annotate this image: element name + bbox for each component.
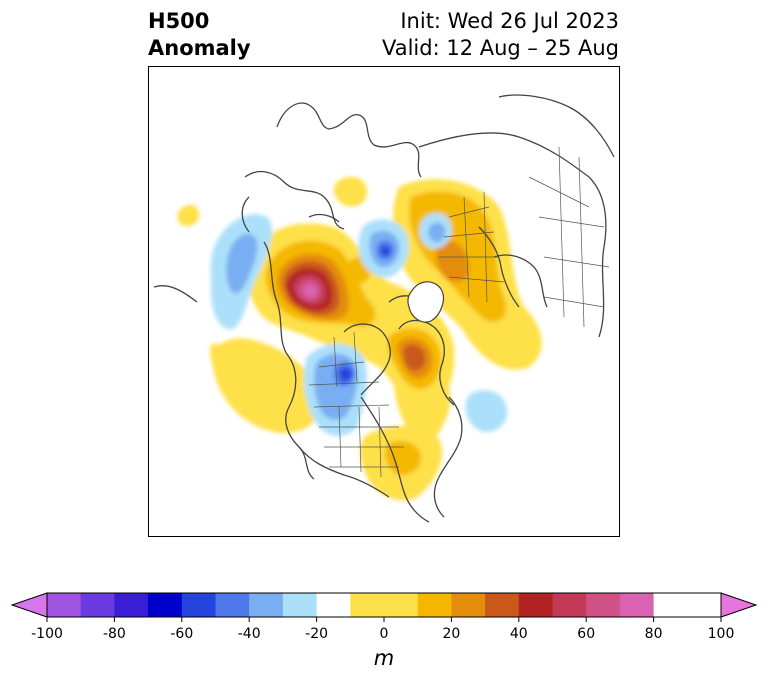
colorbar-tick-label: -20 (305, 626, 328, 642)
colorbar: -100 -80 -60 -40 -20 0 20 40 60 80 100 (10, 592, 758, 642)
borders-layer (308, 146, 610, 478)
positive-anomaly-alaska-90 (304, 284, 317, 298)
anomaly-map (153, 94, 615, 523)
forecast-info: Init: Wed 26 Jul 2023 Valid: 12 Aug – 25… (382, 8, 619, 62)
colorbar-segment (518, 593, 553, 617)
colorbar-segment (653, 593, 688, 617)
colorbar-segment (687, 593, 722, 617)
negative-anomaly-western-canada-core (339, 367, 352, 382)
positive-anomaly-arctic-small (333, 176, 367, 207)
colorbar-segment (80, 593, 115, 617)
positive-anomaly-pacific-small (177, 204, 200, 227)
negative-anomaly-siberia-core (428, 222, 446, 243)
colorbar-ticks: -100 -80 -60 -40 -20 0 20 40 60 80 100 (31, 617, 734, 642)
colorbar-segment (148, 593, 183, 617)
colorbar-segment (485, 593, 520, 617)
negative-anomaly-gulf-alaska-core (226, 233, 258, 294)
colorbar-unit-label: m (373, 646, 395, 670)
colorbar-tick-label: 60 (577, 626, 595, 642)
colorbar-tick-label: -80 (103, 626, 126, 642)
colorbar-segment (316, 593, 351, 617)
colorbar-segment (417, 593, 452, 617)
colorbar-segment (350, 593, 419, 617)
chart-title: H500 Anomaly (148, 8, 251, 62)
colorbar-segment (282, 593, 318, 617)
colorbar-under-arrow (10, 592, 48, 618)
negative-anomaly-north-atlantic (465, 390, 508, 432)
valid-range: Valid: 12 Aug – 25 Aug (381, 36, 619, 60)
colorbar-tick-label: 40 (510, 626, 528, 642)
colorbar-tick-label: 20 (442, 626, 460, 642)
positive-anomaly-hudson-50 (403, 344, 426, 371)
init-date: Init: Wed 26 Jul 2023 (400, 9, 619, 33)
title-line-2: Anomaly (148, 36, 251, 60)
map-panel (148, 66, 620, 537)
colorbar-tick-label: 80 (645, 626, 663, 642)
colorbar-segment (181, 593, 216, 617)
positive-anomaly-north-pacific (209, 338, 320, 434)
positive-anomaly-europe-core (435, 240, 470, 283)
colorbar-tick-label: 0 (380, 626, 389, 642)
colorbar-segments (10, 592, 758, 618)
colorbar-segment (586, 593, 621, 617)
colorbar-tick-label: -40 (238, 626, 261, 642)
greenland-landmass (407, 281, 444, 323)
colorbar-tick-label: -100 (31, 626, 63, 642)
colorbar-segment (47, 593, 82, 617)
colorbar-segment (215, 593, 250, 617)
anomaly-fill-layer (177, 176, 542, 501)
colorbar-segment (114, 593, 149, 617)
title-line-1: H500 (148, 9, 210, 33)
colorbar-segment (249, 593, 284, 617)
colorbar-segment (619, 593, 655, 617)
colorbar-segment (552, 593, 587, 617)
colorbar-tick-label: 100 (708, 626, 735, 642)
colorbar-tick-label: -60 (170, 626, 193, 642)
colorbar-segment (451, 593, 486, 617)
negative-anomaly-arctic-core (380, 246, 390, 256)
colorbar-over-arrow (720, 592, 758, 618)
coastlines-layer (153, 94, 615, 523)
